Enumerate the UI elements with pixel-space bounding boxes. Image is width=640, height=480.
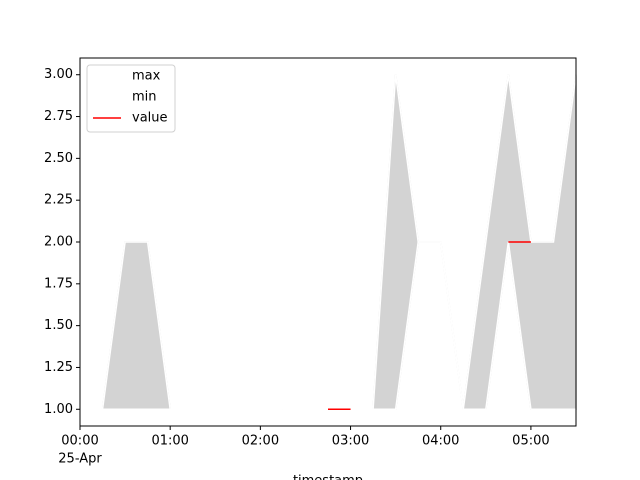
legend-label: max <box>132 69 161 84</box>
y-tick-label: 1.50 <box>44 318 73 333</box>
y-tick-label: 2.50 <box>44 151 73 166</box>
range-fill <box>80 241 283 411</box>
legend-label: value <box>132 111 168 126</box>
y-tick-label: 1.00 <box>44 402 73 417</box>
legend-label: min <box>132 90 157 105</box>
y-tick-label: 2.25 <box>44 193 73 208</box>
y-tick-label: 2.00 <box>44 235 73 250</box>
x-tick-label: 02:00 <box>242 434 279 449</box>
y-tick-label: 1.25 <box>44 360 73 375</box>
y-tick-label: 3.00 <box>44 67 73 82</box>
x-tick-label: 04:00 <box>422 434 459 449</box>
y-tick-label: 1.75 <box>44 276 73 291</box>
x-axis-label: timestamp <box>293 474 363 480</box>
x-tick-label: 01:00 <box>151 434 188 449</box>
series-line <box>350 241 576 411</box>
y-tick-label: 2.75 <box>44 109 73 124</box>
x-tick-label: 05:00 <box>512 434 549 449</box>
x-date-label: 25-Apr <box>58 452 102 467</box>
x-tick-label: 03:00 <box>332 434 369 449</box>
legend-box <box>86 64 176 133</box>
x-tick-label: 00:00 <box>61 434 98 449</box>
